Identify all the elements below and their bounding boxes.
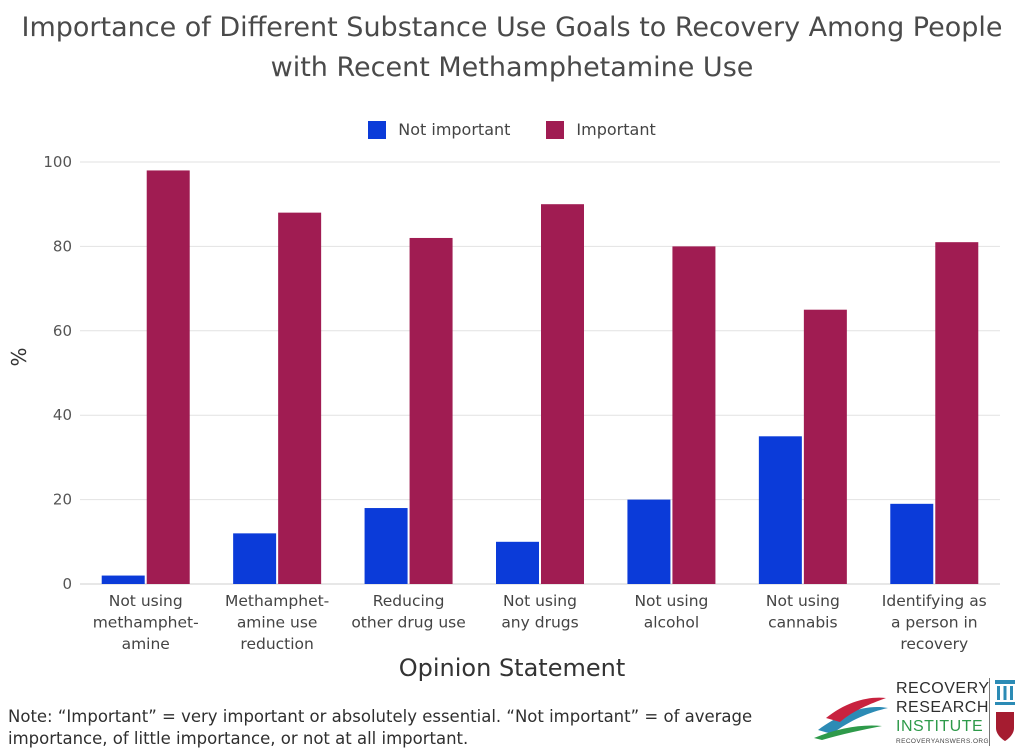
x-tick-label-line: Not using — [503, 592, 577, 610]
x-tick-label: Not using alcohol — [634, 592, 708, 632]
x-tick-label: Not using methamphet-amine — [93, 592, 199, 653]
bar-not-important — [364, 508, 408, 584]
logo-line2: RESEARCH — [896, 699, 989, 716]
bar-important — [672, 246, 716, 584]
legend-swatch-important — [546, 120, 565, 139]
x-tick-label: Reducing other drug use — [351, 592, 465, 632]
x-tick-label-line: Methamphet- — [225, 592, 329, 610]
x-tick-label-line: other drug use — [351, 614, 465, 632]
x-tick-label-line: cannabis — [768, 614, 837, 632]
x-tick-label-line: Not using — [766, 592, 840, 610]
y-tick-label: 100 — [43, 153, 72, 171]
y-tick-label: 0 — [62, 575, 72, 593]
legend-label-not-important: Not important — [398, 120, 511, 139]
x-tick-label: Not using any drugs — [501, 592, 578, 632]
x-tick-label-line: amine — [122, 635, 170, 653]
logo-url: RECOVERYANSWERS.ORG — [896, 738, 989, 745]
x-tick-label-line: Not using — [634, 592, 708, 610]
legend-label-important: Important — [576, 120, 656, 139]
bar-important — [146, 170, 190, 584]
bar-not-important — [101, 575, 145, 584]
bar-not-important — [233, 533, 277, 584]
x-tick-label-line: a person in — [891, 614, 978, 632]
bar-chart: 0 20 40 60 80 100% Opinion Statement Not using m… — [7, 153, 1000, 682]
x-tick-label-line: alcohol — [644, 614, 699, 632]
x-axis-title: Opinion Statement — [399, 654, 626, 682]
logo-text: RECOVERY RESEARCH INSTITUTE — [896, 679, 990, 736]
footnote-line2: importance, of little importance, or not… — [8, 729, 469, 748]
x-tick-label-line: amine use — [237, 614, 318, 632]
y-tick-label: 40 — [53, 406, 72, 424]
logo-line3: INSTITUTE — [896, 718, 984, 735]
y-tick-label: 80 — [53, 237, 72, 255]
x-tick-label-line: methamphet- — [93, 614, 199, 632]
x-tick-label: Methamphet-amine use reduction — [225, 592, 329, 653]
logo-wings-icon — [814, 697, 888, 740]
recovery-research-institute-logo: RECOVERY RESEARCH INSTITUTE RECOVERYANSW… — [812, 676, 1018, 748]
x-tick-label: Not using cannabis — [766, 592, 840, 632]
x-tick-label-line: Identifying as — [882, 592, 987, 610]
x-tick-label: Identifying as a person in recovery — [882, 592, 987, 653]
chart-title-line2: with Recent Methamphetamine Use — [270, 52, 754, 83]
legend-item-not-important: Not important — [368, 120, 510, 139]
bar-important — [541, 204, 584, 584]
footnote-line1: Note: “Important” = very important or ab… — [8, 707, 753, 726]
logo-shield-icon — [995, 680, 1015, 741]
logo-line1: RECOVERY — [896, 680, 990, 697]
legend-swatch-not-important — [368, 120, 387, 139]
chart-legend: Not important Important — [0, 120, 1024, 139]
bar-not-important — [758, 436, 802, 584]
bar-important — [935, 242, 979, 584]
x-tick-label-line: recovery — [900, 635, 968, 653]
bar-not-important — [627, 499, 671, 584]
bar-important — [278, 212, 322, 584]
logo-divider — [989, 678, 990, 746]
bar-important — [409, 237, 453, 584]
x-tick-label-line: reduction — [240, 635, 313, 653]
bar-important — [803, 309, 847, 584]
footnote: Note: “Important” = very important or ab… — [8, 706, 808, 750]
bar-not-important — [890, 503, 934, 584]
y-tick-label: 20 — [53, 491, 72, 509]
y-tick-label: 60 — [53, 322, 72, 340]
x-tick-label-line: Reducing — [373, 592, 445, 610]
x-tick-label-line: Not using — [109, 592, 183, 610]
chart-title: Importance of Different Substance Use Go… — [0, 8, 1024, 88]
chart-title-line1: Importance of Different Substance Use Go… — [21, 12, 1003, 43]
legend-item-important: Important — [546, 120, 656, 139]
y-axis-title: % — [7, 347, 31, 366]
x-tick-label-line: any drugs — [501, 614, 578, 632]
bar-not-important — [496, 541, 539, 584]
